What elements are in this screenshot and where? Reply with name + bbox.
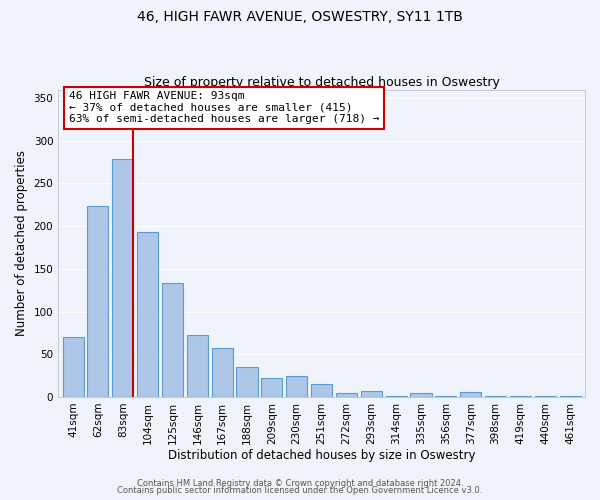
Bar [485,396,506,397]
Bar [361,391,382,397]
Bar [535,396,556,397]
Text: 46, HIGH FAWR AVENUE, OSWESTRY, SY11 1TB: 46, HIGH FAWR AVENUE, OSWESTRY, SY11 1TB [137,10,463,24]
Title: Size of property relative to detached houses in Oswestry: Size of property relative to detached ho… [143,76,500,90]
Bar [212,348,233,397]
Bar [336,392,357,397]
Bar [262,378,283,397]
Bar [311,384,332,397]
Bar [386,396,407,397]
Bar [162,282,183,397]
Bar [112,158,133,397]
Bar [560,396,581,397]
Bar [510,396,531,397]
Text: Contains HM Land Registry data © Crown copyright and database right 2024.: Contains HM Land Registry data © Crown c… [137,478,463,488]
Bar [410,392,431,397]
Text: Contains public sector information licensed under the Open Government Licence v3: Contains public sector information licen… [118,486,482,495]
Bar [460,392,481,397]
Bar [435,396,457,397]
Text: 46 HIGH FAWR AVENUE: 93sqm
← 37% of detached houses are smaller (415)
63% of sem: 46 HIGH FAWR AVENUE: 93sqm ← 37% of deta… [69,91,379,124]
Bar [137,232,158,397]
Y-axis label: Number of detached properties: Number of detached properties [15,150,28,336]
Bar [187,336,208,397]
X-axis label: Distribution of detached houses by size in Oswestry: Distribution of detached houses by size … [168,450,475,462]
Bar [88,206,109,397]
Bar [62,337,83,397]
Bar [236,367,257,397]
Bar [286,376,307,397]
